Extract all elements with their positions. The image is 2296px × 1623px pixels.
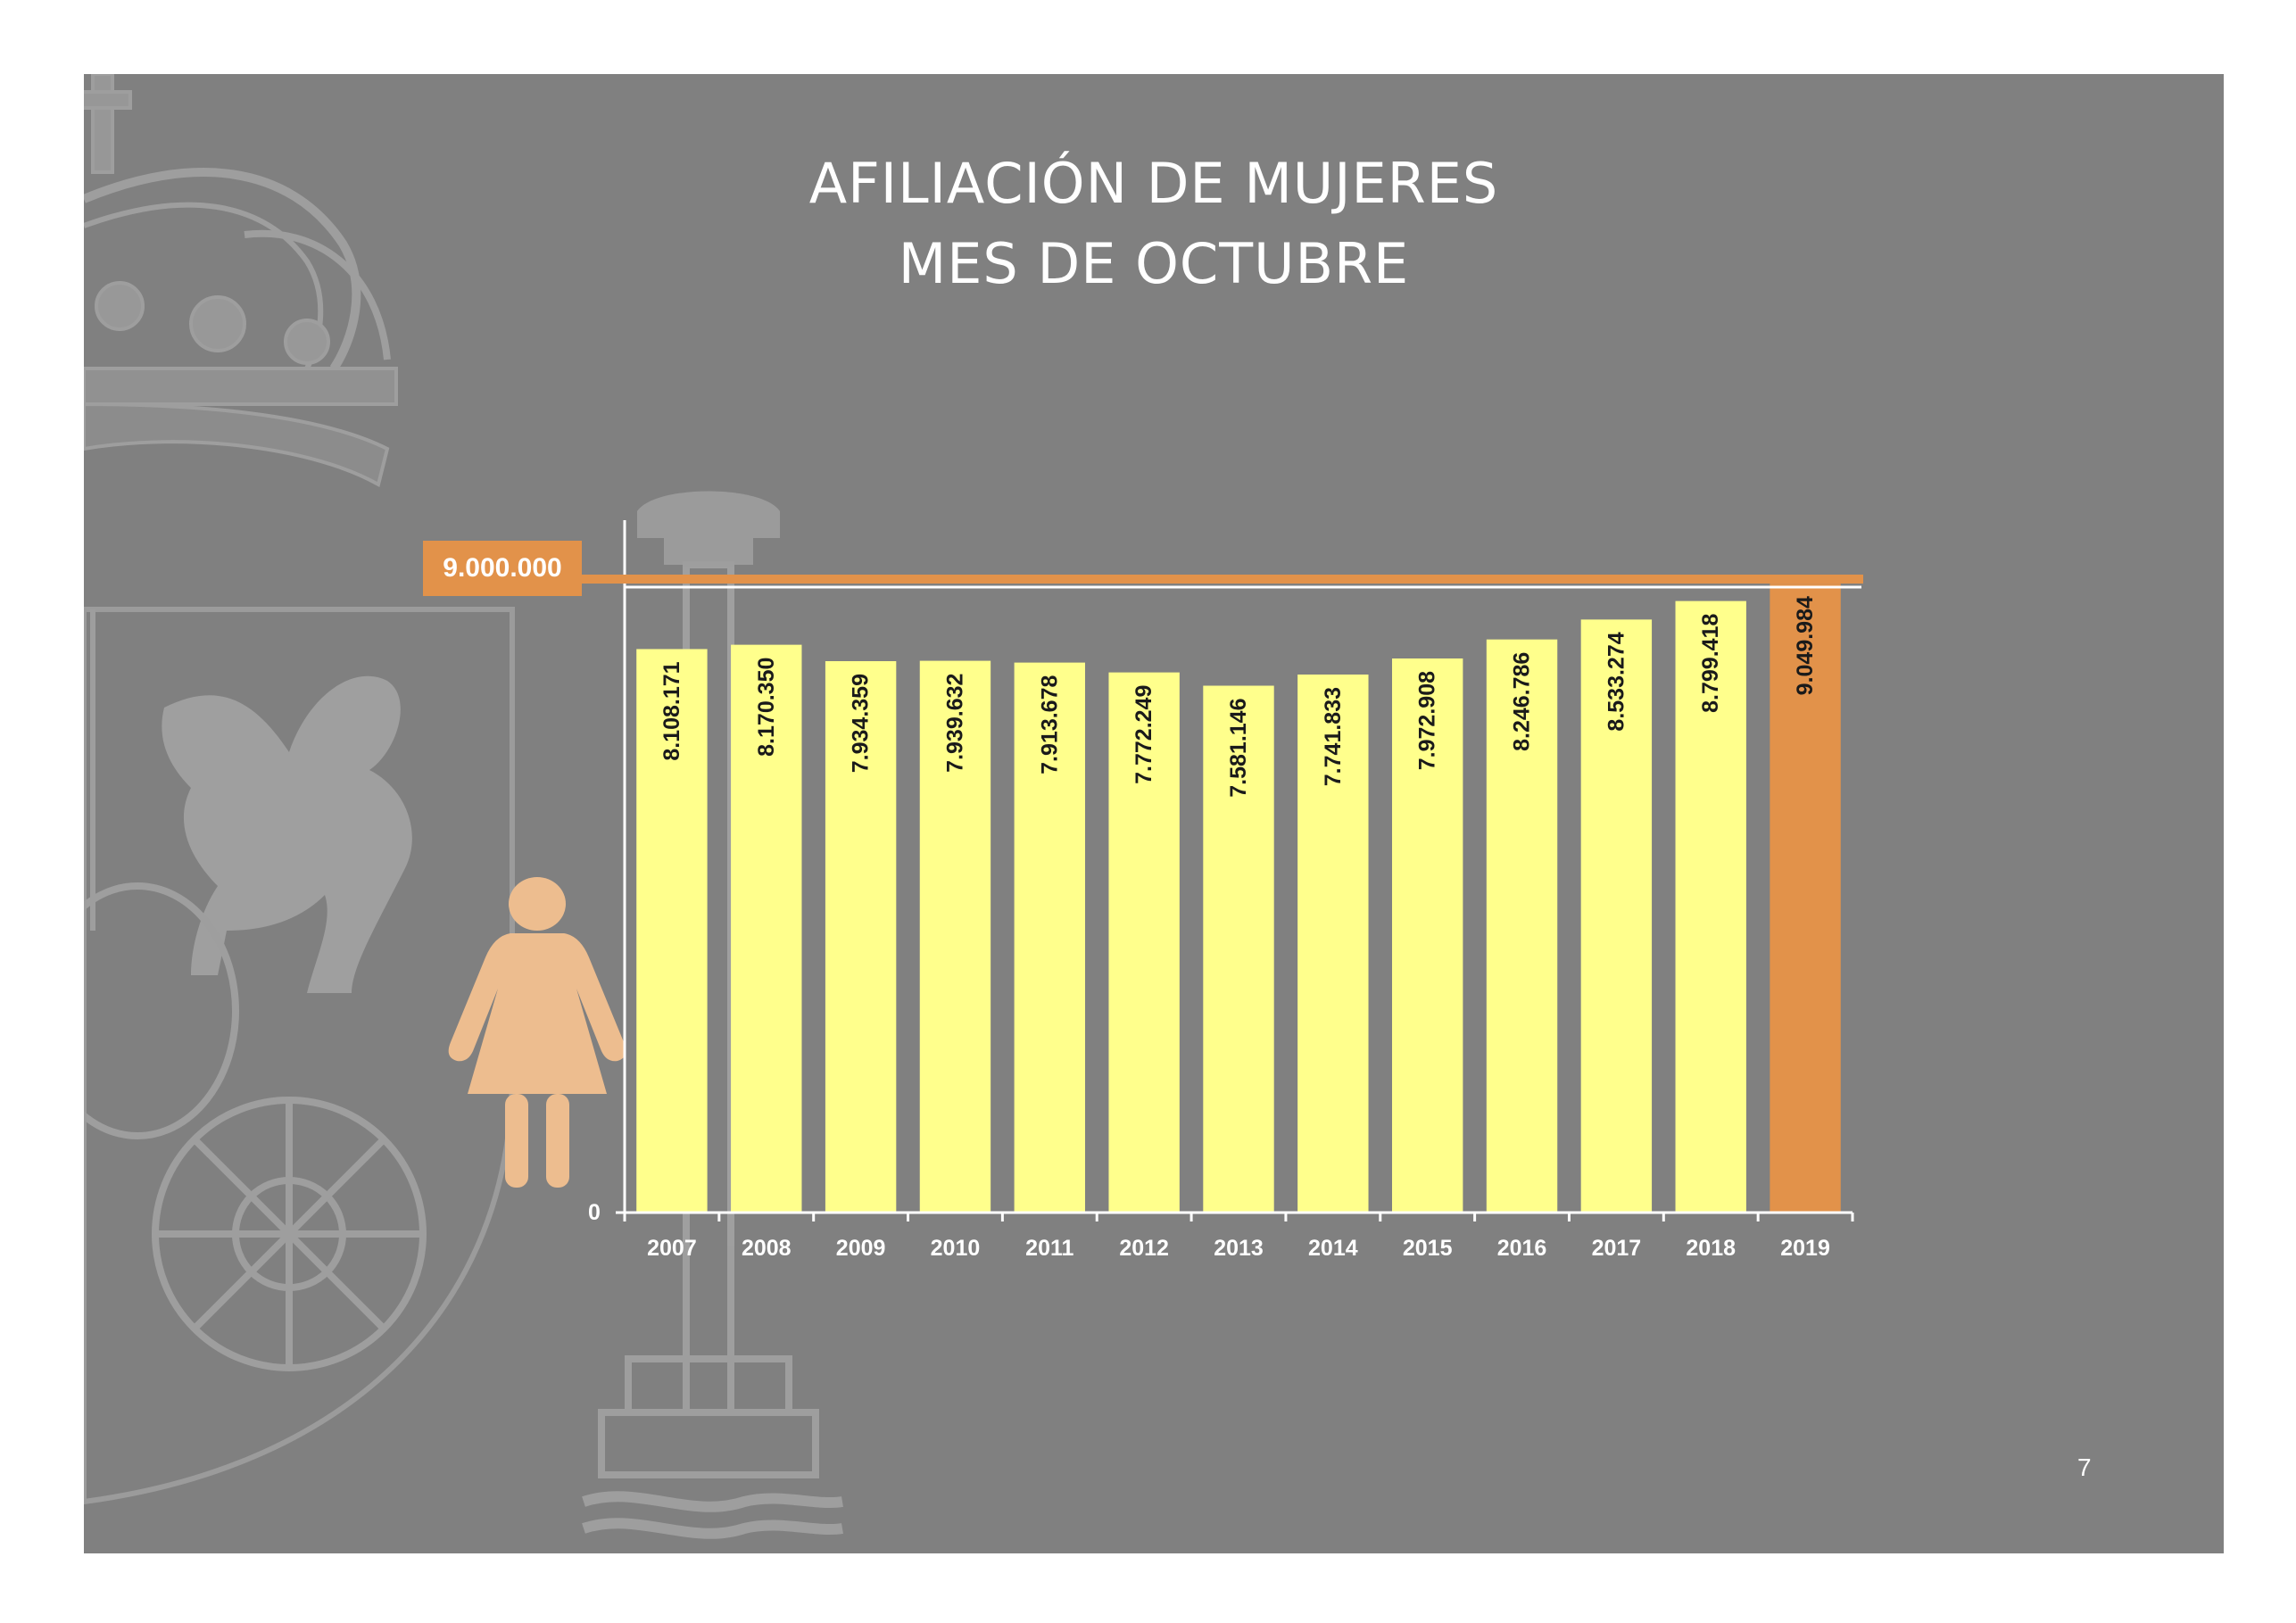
x-tick-label-2011: 2011 xyxy=(1025,1236,1073,1261)
x-tick-label-2017: 2017 xyxy=(1592,1236,1642,1261)
bar-2018 xyxy=(1675,600,1746,1213)
bar-2016 xyxy=(1486,639,1558,1213)
x-tick-label-2014: 2014 xyxy=(1308,1236,1358,1261)
y-tick-label: 0 xyxy=(588,1200,601,1225)
data-label-2009: 7.934.359 xyxy=(849,674,874,773)
axes-group: 2007 2008 2009 2010 2011 2012 2013 2014 2015 2016… xyxy=(503,520,1863,1261)
data-label-2017: 8.533.274 xyxy=(1604,632,1629,731)
bars-group xyxy=(636,584,1841,1213)
bar-2013 xyxy=(1203,685,1274,1213)
slide: AFILIACIÓN DE MUJERES MES DE OCTUBRE 8.1… xyxy=(84,74,2224,1553)
x-tick-label-2010: 2010 xyxy=(931,1236,981,1261)
x-tick-label-2009: 2009 xyxy=(836,1236,886,1261)
data-label-2012: 7.772.249 xyxy=(1131,685,1156,784)
data-label-2011: 7.913.678 xyxy=(1037,675,1062,774)
page-number: 7 xyxy=(2077,1453,2092,1481)
data-label-2007: 8.108.171 xyxy=(659,661,684,760)
bar-2010 xyxy=(919,660,991,1213)
data-label-2019: 9.049.984 xyxy=(1793,596,1818,695)
bar-2008 xyxy=(731,644,802,1213)
x-tick-label-2008: 2008 xyxy=(742,1236,792,1261)
data-label-2010: 7.939.632 xyxy=(942,674,967,773)
reference-value-label: 9.000.000 xyxy=(423,541,582,596)
bar-2017 xyxy=(1580,619,1653,1213)
data-label-2008: 8.170.350 xyxy=(754,658,779,757)
data-label-2014: 7.741.833 xyxy=(1321,687,1346,786)
chart-title-line-1: AFILIACIÓN DE MUJERES xyxy=(808,151,1499,216)
x-tick-label-2016: 2016 xyxy=(1497,1236,1547,1261)
bar-2019 xyxy=(1770,584,1841,1213)
bar-2009 xyxy=(825,661,897,1213)
data-labels-group: 8.108.171 8.170.350 7.934.359 7.939.632 7.91… xyxy=(659,596,1818,798)
bar-2007 xyxy=(636,649,708,1213)
x-tick-label-2018: 2018 xyxy=(1686,1236,1736,1261)
x-tick-label-2013: 2013 xyxy=(1214,1236,1264,1261)
x-tick-label-2015: 2015 xyxy=(1403,1236,1453,1261)
chart-title-line-2: MES DE OCTUBRE xyxy=(898,231,1410,296)
bar-chart: 8.108.171 8.170.350 7.934.359 7.939.632 7.91… xyxy=(448,520,1863,1261)
bar-2014 xyxy=(1297,674,1369,1213)
coat-of-arms-watermark xyxy=(84,74,843,1539)
bar-2015 xyxy=(1392,658,1463,1213)
data-label-2015: 7.972.908 xyxy=(1415,671,1440,770)
data-label-2016: 8.246.786 xyxy=(1510,652,1535,751)
x-tick-label-2007: 2007 xyxy=(647,1236,697,1261)
x-tick-label-2012: 2012 xyxy=(1119,1236,1169,1261)
bar-2012 xyxy=(1108,672,1180,1213)
data-label-2018: 8.799.418 xyxy=(1698,614,1723,713)
bar-2011 xyxy=(1014,662,1085,1213)
x-tick-label-2019: 2019 xyxy=(1780,1236,1830,1261)
data-label-2013: 7.581.146 xyxy=(1226,699,1251,798)
woman-icon xyxy=(448,877,626,1188)
